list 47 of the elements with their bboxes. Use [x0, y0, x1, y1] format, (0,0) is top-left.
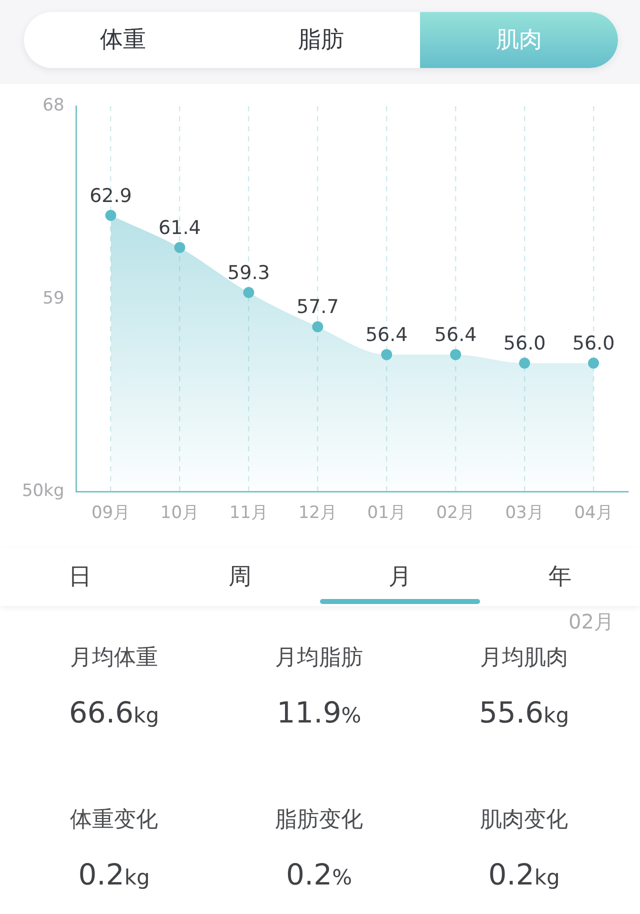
x-tick-label: 09月 [91, 503, 130, 524]
text: 0.2% [286, 857, 352, 892]
text: 脂肪变化 [275, 807, 363, 833]
x-tick-label: 01月 [367, 503, 406, 524]
text: 周 [228, 564, 252, 590]
text: 02月 [568, 610, 614, 634]
text: 肌肉变化 [480, 807, 568, 833]
point [243, 286, 254, 298]
x-tick-label: 10月 [160, 503, 200, 524]
x-tick-label: 04月 [574, 503, 613, 524]
text: 66.6kg [68, 695, 160, 730]
y-tick-label: 50kg [22, 481, 64, 502]
point [450, 349, 462, 360]
data-label: 62.9 [90, 184, 132, 207]
data-label: 56.0 [572, 332, 615, 355]
text: 体重 [100, 26, 146, 54]
text: 月均脂肪 [275, 645, 363, 671]
text: 体重变化 [70, 807, 158, 833]
text: 月 [388, 564, 412, 590]
x-tick-label: 02月 [436, 503, 475, 524]
y-tick-label: 68 [42, 96, 64, 116]
point [588, 358, 600, 369]
data-label: 59.3 [228, 262, 270, 284]
text: 0.2kg [78, 857, 150, 892]
text: 肌肉 [496, 26, 542, 54]
text: 脂肪 [298, 26, 344, 54]
text: 年 [548, 564, 572, 590]
data-label: 56.4 [434, 324, 477, 346]
point [381, 349, 392, 360]
text: 0.2kg [488, 857, 560, 892]
text: 日 [68, 564, 92, 590]
x-tick-label: 03月 [505, 503, 544, 524]
point [519, 358, 530, 369]
data-label: 61.4 [158, 216, 201, 239]
data-label: 56.0 [503, 332, 546, 355]
point [174, 242, 186, 254]
text: 月均体重 [70, 645, 158, 671]
point [105, 210, 116, 221]
text: 55.6kg [478, 695, 570, 730]
y-tick-label: 59 [42, 288, 64, 308]
data-label: 57.7 [296, 296, 339, 318]
point [312, 321, 324, 332]
data-label: 56.4 [365, 324, 408, 346]
text: 11.9% [276, 695, 362, 730]
x-tick-label: 12月 [298, 503, 337, 524]
text: 月均肌肉 [480, 645, 568, 671]
x-tick-label: 11月 [229, 503, 268, 524]
